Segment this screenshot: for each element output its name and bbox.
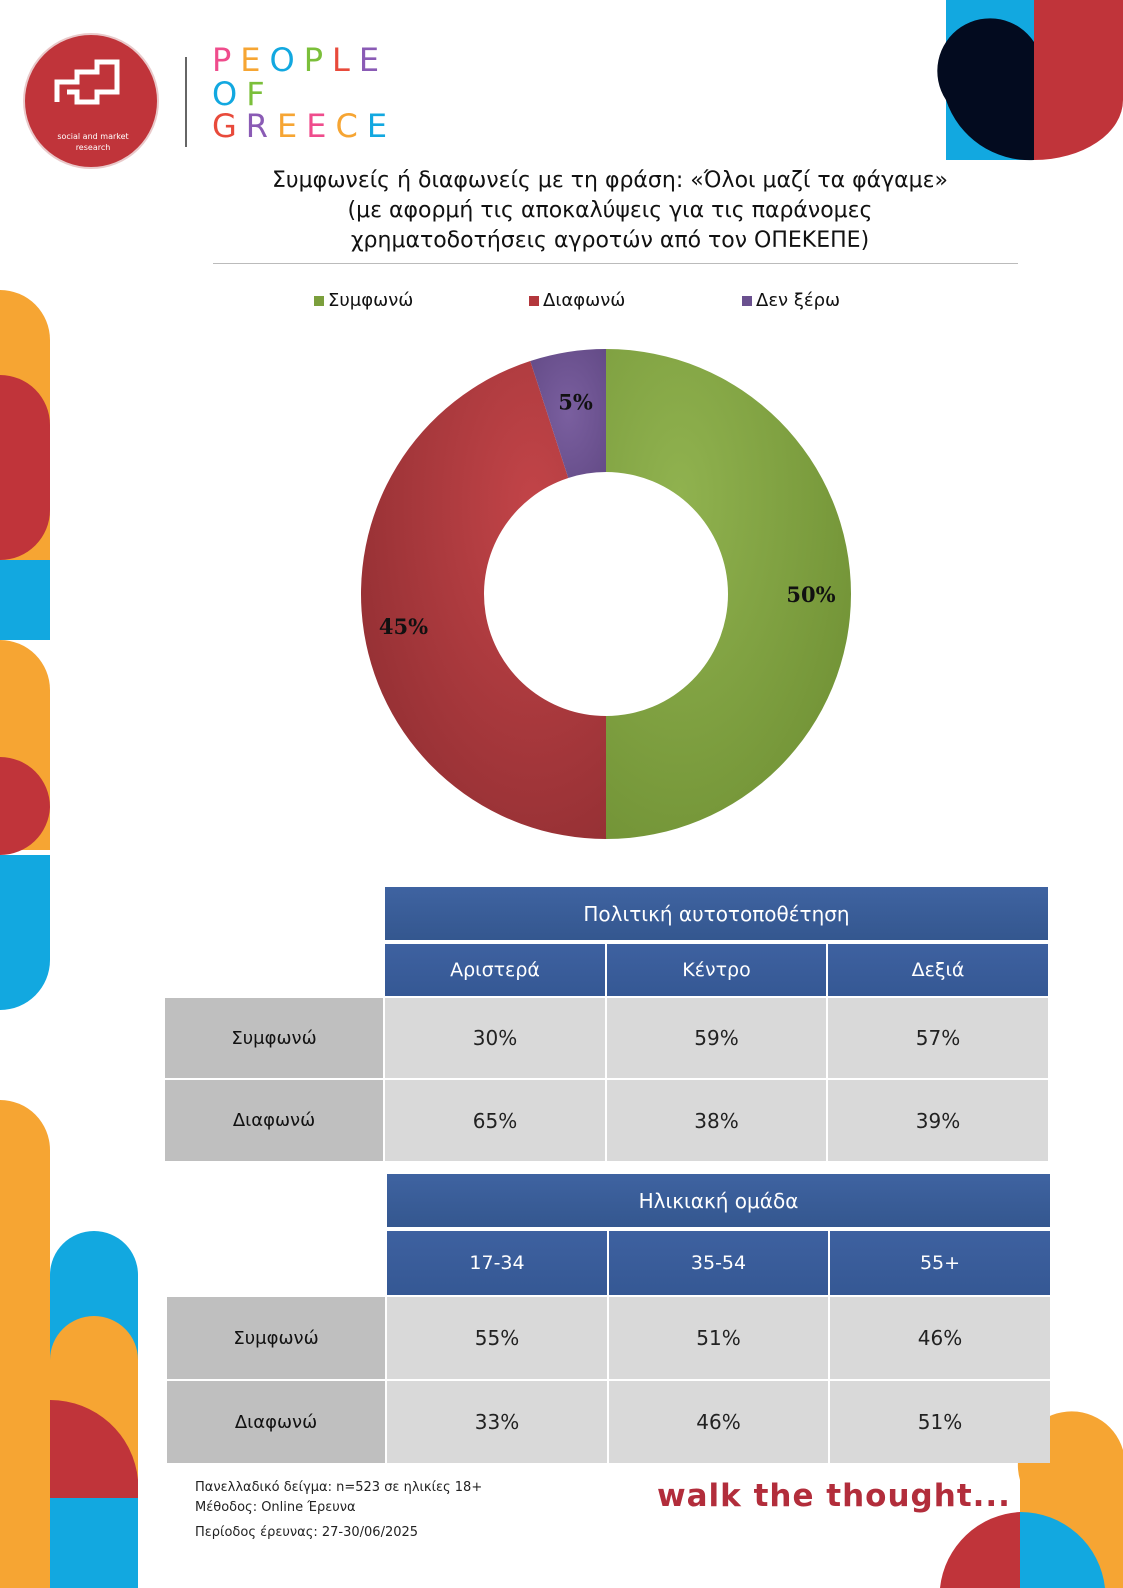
table-header-political: Πολιτική αυτοτοποθέτηση	[385, 887, 1048, 940]
table-header-age: Ηλικιακή ομάδα	[387, 1174, 1050, 1227]
brand-letter: L	[332, 41, 359, 79]
table-cell: 51%	[609, 1297, 828, 1379]
logo-caption: social and market research	[57, 132, 129, 152]
legend-label-disagree: Διαφωνώ	[543, 290, 626, 311]
column-header-left: Αριστερά	[385, 944, 605, 996]
column-header-center: Κέντρο	[607, 944, 826, 996]
legend-item-dont-know: Δεν ξέρω	[742, 290, 840, 311]
legend-label-dont-know: Δεν ξέρω	[756, 290, 841, 311]
row-label-disagree: Διαφωνώ	[167, 1381, 385, 1463]
table-cell: 57%	[828, 998, 1048, 1078]
legend-swatch-disagree	[529, 295, 539, 306]
legend-item-disagree: Διαφωνώ	[529, 290, 625, 311]
table-cell: 65%	[385, 1080, 605, 1161]
slice-label-agree: 50%	[786, 582, 835, 607]
legend-swatch-dont-know	[742, 295, 752, 306]
slice-label-dont-know: 5%	[558, 389, 593, 414]
slice-dont-know	[530, 349, 606, 478]
table-cell: 51%	[830, 1381, 1050, 1463]
table-cell: 46%	[609, 1381, 828, 1463]
legend-swatch-agree	[314, 295, 324, 306]
table-cell: 46%	[830, 1297, 1050, 1379]
table-cell: 33%	[387, 1381, 607, 1463]
brand-word-of: OF	[212, 76, 274, 112]
footer-method: Μέθοδος: Online Έρευνα	[195, 1500, 356, 1515]
brand-letter: C	[335, 107, 367, 145]
brand-letter: E	[358, 41, 389, 79]
column-header-right: Δεξιά	[828, 944, 1048, 996]
brand-letter: E	[240, 41, 270, 79]
brand-letter: E	[277, 107, 307, 145]
brand-letter: P	[303, 41, 332, 79]
brand-letter: F	[246, 75, 274, 113]
brand-letter: G	[212, 107, 246, 145]
table-cell: 38%	[607, 1080, 826, 1161]
table-cell: 39%	[828, 1080, 1048, 1161]
title-divider	[213, 263, 1018, 264]
column-header-17-34: 17-34	[387, 1231, 607, 1295]
chart-title-line-3: χρηματοδοτήσεις αγροτών από τον ΟΠΕΚΕΠΕ)	[350, 228, 870, 253]
table-cell: 59%	[607, 998, 826, 1078]
logo-divider	[185, 57, 187, 147]
column-header-55-plus: 55+	[830, 1231, 1050, 1295]
brand-letter: O	[212, 75, 247, 113]
brand-word-people: PEOPLE	[212, 42, 388, 78]
chart-title: Συμφωνείς ή διαφωνείς με τη φράση: «Όλοι…	[200, 166, 1020, 256]
row-label-disagree: Διαφωνώ	[165, 1080, 383, 1161]
legend-item-agree: Συμφωνώ	[314, 290, 413, 311]
footer-period: Περίοδος έρευνας: 27-30/06/2025	[195, 1525, 419, 1540]
brand-letter: E	[306, 107, 336, 145]
slice-disagree	[360, 360, 606, 839]
column-header-35-54: 35-54	[609, 1231, 828, 1295]
row-label-agree: Συμφωνώ	[167, 1297, 385, 1379]
slice-label-disagree: 45%	[379, 614, 428, 639]
table-cell: 30%	[385, 998, 605, 1078]
brand-word-greece: GREECE	[212, 108, 396, 144]
table-cell: 55%	[387, 1297, 607, 1379]
chart-title-line-2: (με αφορμή τις αποκαλύψεις για τις παράν…	[347, 198, 873, 223]
brand-letter: O	[269, 41, 304, 79]
row-label-agree: Συμφωνώ	[165, 998, 383, 1078]
slice-agree	[606, 349, 851, 839]
legend-label-agree: Συμφωνώ	[328, 290, 414, 311]
tagline: walk the thought...	[657, 1478, 1011, 1514]
footer-sample: Πανελλαδικό δείγμα: n=523 σε ηλικίες 18+	[195, 1480, 483, 1495]
brand-letter: E	[366, 107, 397, 145]
brand-letter: P	[212, 41, 241, 79]
chart-title-line-1: Συμφωνείς ή διαφωνείς με τη φράση: «Όλοι…	[271, 168, 949, 193]
logo-mark-icon	[54, 59, 120, 105]
brand-letter: R	[245, 107, 278, 145]
